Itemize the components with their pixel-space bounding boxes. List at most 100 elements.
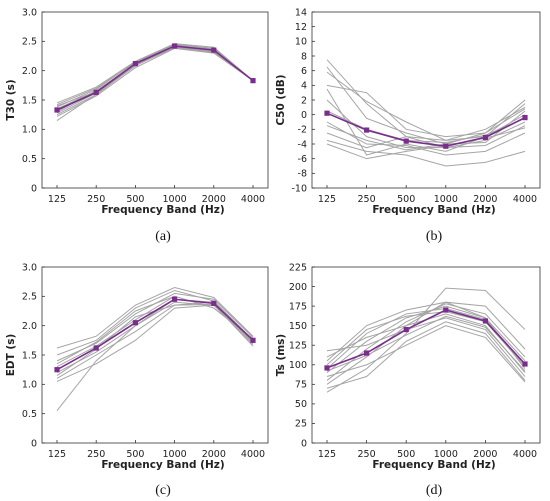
y-axis-label: C50 (dB)	[275, 74, 287, 125]
y-tick-label: 12	[295, 22, 307, 33]
y-tick-label: 0	[31, 438, 37, 449]
mean-series-line	[56, 45, 254, 111]
panel-caption: (d)	[426, 483, 443, 498]
x-tick-label: 500	[397, 449, 415, 460]
individual-series-line	[326, 139, 526, 167]
individual-series-line	[326, 108, 526, 151]
x-tick-label: 250	[87, 449, 105, 460]
individual-series-line	[56, 287, 254, 349]
mean-point-marker	[324, 110, 330, 116]
y-tick-label: 2.5	[22, 37, 37, 48]
x-tick-label: 4000	[241, 449, 265, 460]
x-tick-label: 2000	[202, 449, 226, 460]
individual-series-line	[56, 43, 254, 104]
y-tick-label: 0	[301, 438, 307, 449]
y-tick-label: 4	[301, 81, 307, 92]
x-tick-label: 500	[126, 449, 144, 460]
y-tick-label: 0.5	[22, 409, 37, 420]
x-tick-label: 2000	[473, 194, 497, 205]
mean-point-marker	[364, 127, 370, 133]
mean-point-marker	[443, 307, 449, 313]
x-tick-label: 125	[48, 449, 66, 460]
mean-series-line	[56, 298, 254, 371]
mean-point-marker	[54, 107, 60, 113]
x-tick-label: 250	[358, 194, 376, 205]
mean-point-marker	[93, 89, 99, 95]
y-tick-label: 150	[289, 321, 307, 332]
mean-point-marker	[522, 115, 528, 121]
y-tick-label: 0	[301, 110, 307, 121]
y-tick-label: 175	[289, 301, 307, 312]
y-tick-label: 3.0	[22, 7, 37, 18]
x-axis-label: Frequency Band (Hz)	[101, 459, 224, 471]
panel-caption: (a)	[155, 229, 171, 244]
individual-series-line	[326, 325, 526, 383]
x-tick-label: 125	[318, 194, 336, 205]
mean-point-marker	[443, 143, 449, 149]
y-tick-label: -8	[298, 169, 307, 180]
y-tick-label: 2.0	[22, 66, 37, 77]
y-tick-label: 14	[295, 7, 307, 18]
y-tick-label: 50	[295, 399, 307, 410]
mean-point-marker	[364, 350, 370, 356]
chart-panel-b: -10 -8 -6 -4 -2 0 2 4 6 8 10 12 14 125 250 500 1000 2000 4…	[275, 7, 541, 244]
y-tick-label: 2	[301, 95, 307, 106]
x-tick-label: 125	[318, 449, 336, 460]
mean-point-marker	[522, 361, 528, 367]
individual-series-line	[326, 71, 526, 141]
x-tick-label: 125	[48, 194, 66, 205]
x-tick-label: 4000	[513, 449, 537, 460]
x-tick-label: 250	[358, 449, 376, 460]
individual-series-line	[326, 301, 526, 385]
x-axis-label: Frequency Band (Hz)	[101, 204, 224, 216]
x-tick-label: 1000	[163, 194, 187, 205]
y-tick-label: 75	[295, 380, 307, 391]
y-tick-label: 1.5	[22, 350, 37, 361]
chart-panel-a: 0 0.5 1.0 1.5 2.0 2.5 3.0 125 250 500 1000 2000 4000…	[5, 7, 269, 244]
individual-series-line	[326, 84, 526, 138]
individual-series-line	[326, 301, 526, 369]
individual-series-line	[326, 127, 526, 160]
individual-series-line	[326, 305, 526, 373]
individual-series-line	[326, 315, 526, 372]
mean-point-marker	[211, 300, 217, 306]
y-tick-label: 1.5	[22, 95, 37, 106]
individual-series-line	[326, 321, 526, 389]
y-tick-label: 6	[301, 66, 307, 77]
y-tick-label: 125	[289, 341, 307, 352]
y-tick-label: 200	[289, 282, 307, 293]
y-tick-label: 25	[295, 419, 307, 430]
individual-series-line	[56, 304, 254, 382]
mean-point-marker	[482, 318, 488, 324]
y-tick-label: 2.5	[22, 292, 37, 303]
y-tick-label: -2	[298, 125, 307, 136]
x-tick-label: 4000	[513, 194, 537, 205]
x-tick-label: 1000	[163, 449, 187, 460]
panel-caption: (c)	[155, 483, 171, 498]
individual-series-line	[326, 99, 526, 149]
individual-series-line	[326, 287, 526, 393]
plot-frame	[311, 266, 541, 444]
y-tick-label: 0.5	[22, 154, 37, 165]
y-tick-label: 8	[301, 51, 307, 62]
x-tick-label: 250	[87, 194, 105, 205]
y-tick-label: 1.0	[22, 380, 37, 391]
x-tick-label: 500	[397, 194, 415, 205]
y-tick-label: -6	[298, 154, 307, 165]
y-tick-label: 225	[289, 262, 307, 273]
panel-caption: (b)	[426, 229, 443, 244]
mean-point-marker	[132, 320, 138, 326]
mean-series-line	[326, 112, 526, 148]
y-tick-label: 10	[295, 37, 307, 48]
individual-series-line	[326, 317, 526, 377]
individual-series-line	[326, 303, 526, 381]
individual-series-line	[56, 304, 254, 376]
y-axis-label: Ts (ms)	[275, 334, 287, 376]
mean-point-marker	[250, 78, 256, 84]
mean-point-marker	[403, 326, 409, 333]
chart-panel-d: 0 25 50 75 100 125 150 175 200 225 125 250 500 1000 20…	[275, 262, 541, 498]
y-tick-label: 0	[31, 183, 37, 194]
mean-point-marker	[324, 365, 330, 371]
mean-point-marker	[172, 43, 178, 49]
x-tick-label: 2000	[473, 449, 497, 460]
